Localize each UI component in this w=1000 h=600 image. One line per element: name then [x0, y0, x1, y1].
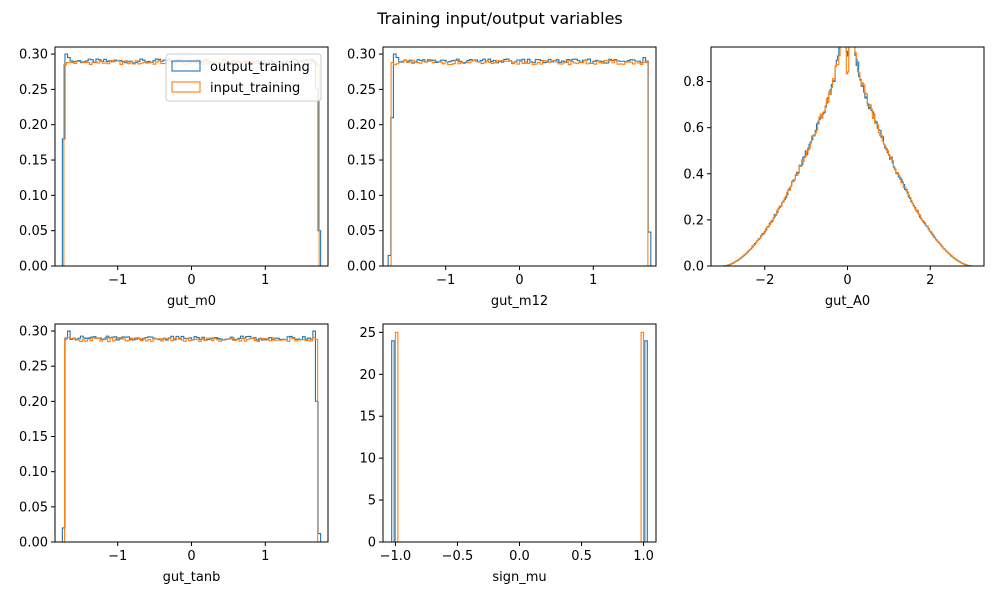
y-tick-label: 0.20 — [19, 395, 48, 410]
y-tick-label: 0.05 — [19, 224, 48, 239]
subplot-gut_tanb: −1 0 1 0.00 0.05 0.10 0.15 0.20 0.25 0.30 gut_tanb — [19, 323, 329, 585]
legend-label-input_training: input_training — [210, 81, 300, 96]
x-tick-label: 0.5 — [571, 549, 592, 564]
x-tick-label: −1 — [108, 273, 127, 288]
y-tick-label: 0.10 — [19, 189, 48, 204]
x-tick-label: 2 — [926, 273, 934, 288]
series-output_training — [61, 330, 322, 542]
x-tick-label: −0.5 — [442, 549, 474, 564]
x-tick-label: 1 — [261, 549, 269, 564]
y-tick-label: 0.25 — [347, 83, 376, 98]
subplot-sign_mu: −1.0 −0.5 0.0 0.5 1.0 0 5 10 15 20 25 sign_mu — [359, 323, 657, 585]
x-tick-label: −1 — [436, 273, 455, 288]
y-tick-label: 0.30 — [19, 325, 48, 340]
axes-frame — [382, 323, 657, 543]
y-tick-label: 0.00 — [19, 536, 48, 551]
subplot-gut_m0: −1 0 1 0.00 0.05 0.10 0.15 0.20 0.25 0.30 gut_m0 ou… — [19, 46, 329, 309]
y-tick-label: 0.05 — [347, 224, 376, 239]
x-tick-label: 0.0 — [509, 549, 530, 564]
series-output_training — [722, 47, 973, 266]
y-tick-label: 0.25 — [19, 360, 48, 375]
y-tick-label: 0.0 — [683, 260, 704, 275]
y-tick-label: 0.25 — [19, 83, 48, 98]
y-tick-label: 10 — [359, 452, 376, 467]
y-tick-label: 0.20 — [19, 118, 48, 133]
x-tick-label: 1 — [261, 273, 269, 288]
y-tick-label: 0.00 — [347, 260, 376, 275]
x-tick-label: 0 — [515, 273, 523, 288]
legend-swatch-input_training — [171, 81, 201, 93]
y-tick-label: 5 — [368, 494, 376, 509]
y-tick-label: 0.20 — [347, 118, 376, 133]
x-tick-label: −2 — [755, 273, 774, 288]
x-axis-label: gut_A0 — [825, 294, 870, 309]
y-tick-label: 0.00 — [19, 260, 48, 275]
series-input_training — [722, 47, 973, 266]
y-tick-label: 0.15 — [347, 154, 376, 169]
axes-frame — [54, 323, 329, 543]
x-tick-label: −1 — [108, 549, 127, 564]
x-tick-label: 0 — [843, 273, 851, 288]
x-axis-label: gut_tanb — [163, 570, 221, 585]
legend-box — [165, 53, 322, 102]
y-tick-label: 0.6 — [683, 121, 704, 136]
subplot-gut_m12: −1 0 1 0.00 0.05 0.10 0.15 0.20 0.25 0.30 gut_m12 — [347, 46, 657, 309]
y-tick-label: 0.8 — [683, 75, 704, 90]
axes-frame — [382, 46, 657, 267]
y-tick-label: 0.4 — [683, 167, 704, 182]
y-tick-label: 25 — [359, 326, 376, 341]
figure-title: Training input/output variables — [377, 9, 623, 28]
x-axis-label: gut_m12 — [491, 294, 548, 309]
x-tick-label: 1 — [589, 273, 597, 288]
y-tick-label: 0 — [368, 536, 376, 551]
legend-label-output_training: output_training — [210, 60, 310, 75]
x-tick-label: 0 — [187, 549, 195, 564]
legend: output_training input_training — [165, 53, 322, 102]
series-input_training — [64, 336, 319, 542]
y-tick-label: 0.2 — [683, 213, 704, 228]
y-tick-label: 0.05 — [19, 500, 48, 515]
x-axis-label: gut_m0 — [167, 294, 216, 309]
axes-frame — [710, 46, 985, 267]
y-tick-label: 0.30 — [347, 48, 376, 63]
y-tick-label: 0.10 — [19, 465, 48, 480]
legend-swatch-output_training — [171, 60, 201, 72]
x-axis-label: sign_mu — [492, 570, 546, 585]
y-tick-label: 20 — [359, 368, 376, 383]
series-output_training — [387, 53, 652, 266]
subplot-gut_A0: −2 0 2 0.0 0.2 0.4 0.6 0.8 gut_A0 — [683, 46, 985, 309]
y-tick-label: 0.30 — [19, 48, 48, 63]
x-tick-label: −1.0 — [380, 549, 412, 564]
x-tick-label: 0 — [187, 273, 195, 288]
y-tick-label: 0.15 — [19, 430, 48, 445]
y-tick-label: 0.10 — [347, 189, 376, 204]
y-tick-label: 15 — [359, 410, 376, 425]
series-input_training — [390, 59, 649, 266]
x-tick-label: 1.0 — [633, 549, 654, 564]
y-tick-label: 0.15 — [19, 154, 48, 169]
series-input_training — [394, 331, 645, 542]
series-output_training — [391, 340, 648, 542]
